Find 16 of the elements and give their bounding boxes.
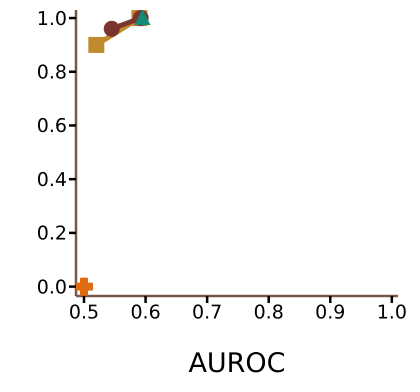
y-tick-label: 0.8 bbox=[36, 62, 67, 84]
x-tick-label: 0.8 bbox=[254, 301, 284, 324]
x-tick-label: 0.9 bbox=[315, 301, 346, 324]
x-tick-label: 1.0 bbox=[376, 301, 407, 324]
y-tick-label: 0.0 bbox=[36, 276, 67, 298]
point bbox=[88, 36, 104, 53]
point bbox=[76, 278, 94, 296]
x-axis-title: AUROC bbox=[188, 348, 286, 379]
x-tick-label: 0.7 bbox=[192, 301, 222, 324]
x-tick-label: 0.6 bbox=[130, 301, 161, 324]
y-tick-label: 0.4 bbox=[36, 168, 67, 191]
y-tick-label: 0.2 bbox=[36, 222, 67, 245]
y-tick-label: 1.0 bbox=[36, 8, 67, 30]
point bbox=[104, 20, 120, 37]
x-tick-label: 0.5 bbox=[68, 301, 100, 324]
y-tick-label: 0.6 bbox=[36, 115, 67, 138]
